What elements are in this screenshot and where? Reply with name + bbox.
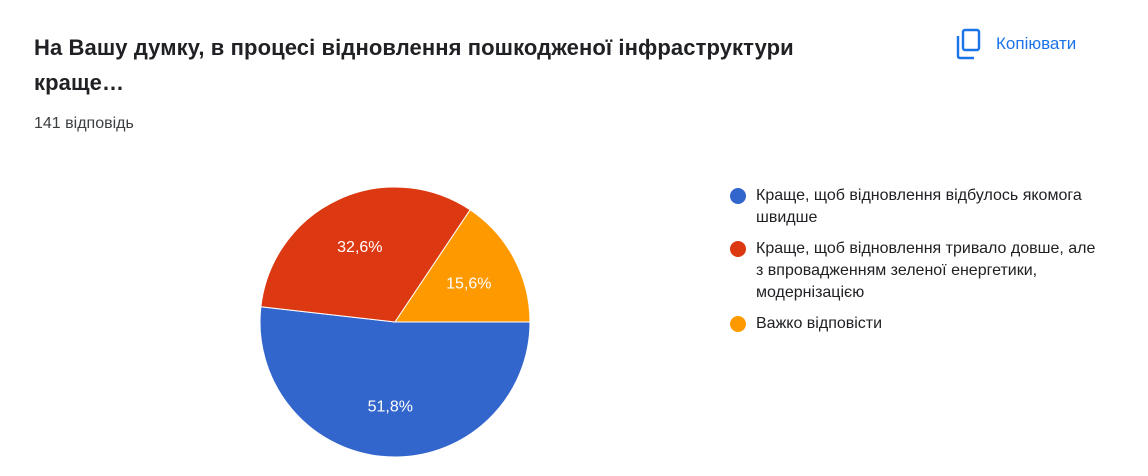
slice-percent-label: 15,6% bbox=[446, 276, 491, 293]
copy-button[interactable]: Копіювати bbox=[954, 28, 1076, 60]
legend-item[interactable]: Краще, щоб відновлення тривало довше, ал… bbox=[730, 238, 1130, 304]
legend-item[interactable]: Краще, щоб відновлення відбулось якомога… bbox=[730, 185, 1130, 229]
legend-label: Краще, щоб відновлення відбулось якомога… bbox=[756, 187, 1082, 226]
legend-swatch bbox=[730, 188, 746, 204]
legend-item[interactable]: Важко відповісти bbox=[730, 313, 1130, 335]
legend-label: Важко відповісти bbox=[756, 315, 883, 332]
pie-slice[interactable] bbox=[259, 306, 531, 458]
question-title: На Вашу думку, в процесі відновлення пош… bbox=[34, 35, 794, 95]
copy-button-label: Копіювати bbox=[996, 34, 1077, 53]
pie-slice[interactable] bbox=[260, 186, 471, 323]
legend-swatch bbox=[730, 241, 746, 257]
slice-percent-label: 32,6% bbox=[337, 239, 382, 256]
copy-icon bbox=[956, 28, 981, 60]
pie-slice[interactable] bbox=[394, 209, 531, 323]
slice-percent-label: 51,8% bbox=[368, 399, 413, 416]
legend-swatch bbox=[730, 316, 746, 332]
response-count: 141 відповідь bbox=[34, 115, 134, 132]
chart-legend: Краще, щоб відновлення відбулось якомога… bbox=[730, 185, 1130, 344]
legend-label: Краще, щоб відновлення тривало довше, ал… bbox=[756, 240, 1096, 301]
